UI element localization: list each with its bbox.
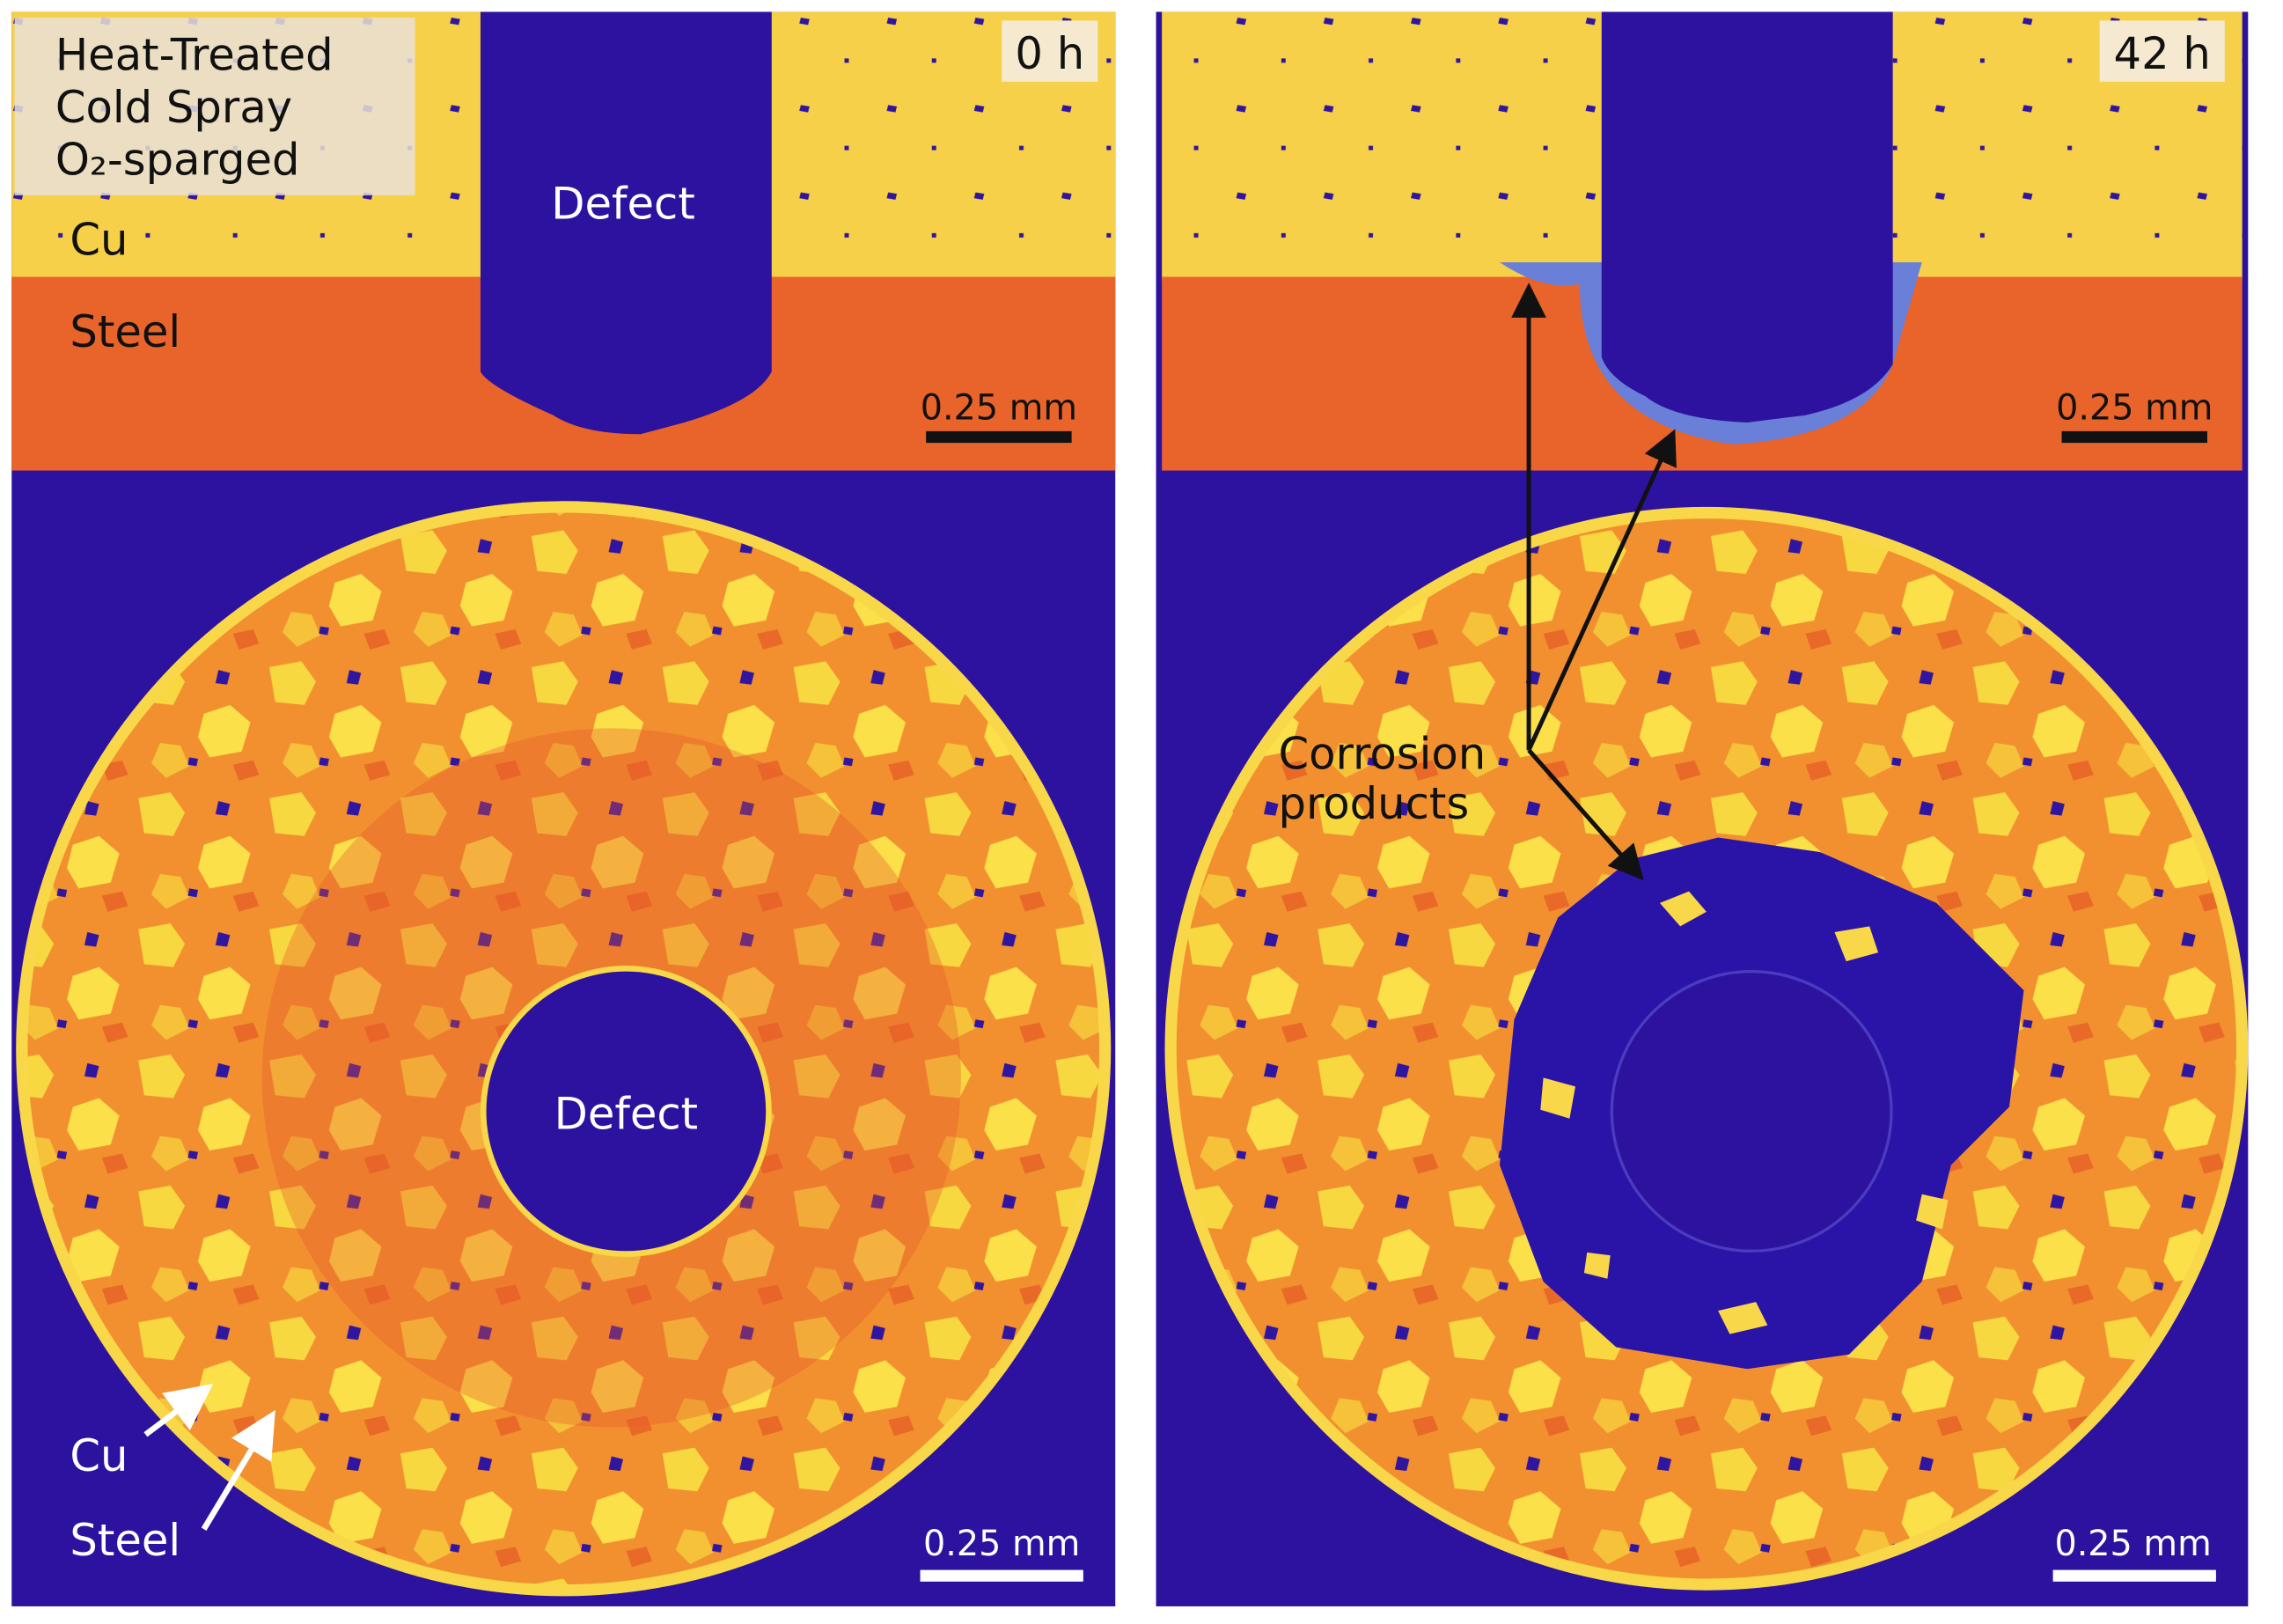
bottom-right-disc: Corrosion products 0.25 mm: [1164, 283, 2249, 1591]
top-left-section: Heat-Treated Cold Spray O₂-sparged Cu St…: [11, 11, 1116, 471]
time-box: [1002, 20, 1098, 82]
scale-bar-label: 0.25 mm: [2054, 1524, 2211, 1564]
time-label: 42 h: [2114, 28, 2211, 79]
steel-label: Steel: [70, 306, 180, 357]
cu-label: Cu: [70, 215, 128, 266]
defect: [1601, 11, 1893, 423]
scale-bar: [926, 430, 1072, 444]
scale-bar: [2061, 430, 2207, 444]
arrow: [1526, 429, 1677, 752]
defect: [1610, 969, 1893, 1253]
label-line: Cold Spray: [55, 82, 292, 133]
defect: [486, 971, 767, 1252]
arrow: [201, 1409, 275, 1531]
scale-bar-label: 0.25 mm: [921, 388, 1077, 429]
scale-bar: [2052, 1569, 2216, 1582]
defect-label: Defect: [551, 178, 695, 229]
defect-label: Defect: [554, 1088, 699, 1139]
label-line: Heat-Treated: [55, 30, 334, 81]
arrow: [1527, 748, 1644, 881]
time-box: [2099, 20, 2225, 82]
annotation-line: Corrosion: [1279, 729, 1487, 780]
scale-bar-label: 0.25 mm: [2056, 388, 2213, 429]
time-label: 0 h: [1015, 28, 1084, 79]
scale-bar: [920, 1569, 1083, 1582]
scale-bar-label: 0.25 mm: [923, 1524, 1080, 1564]
top-right-section: 42 h 0.25 mm: [1162, 11, 2243, 471]
label-line: O₂-sparged: [55, 135, 300, 186]
cu-arrow-label: Cu: [70, 1430, 128, 1481]
label-box: [14, 18, 415, 195]
annotation-line: products: [1279, 778, 1470, 829]
bottom-left-disc: Defect Cu Steel 0.25 mm: [16, 501, 1112, 1597]
steel-arrow-label: Steel: [70, 1515, 180, 1566]
defect: [480, 11, 772, 435]
arrow: [143, 1384, 214, 1437]
